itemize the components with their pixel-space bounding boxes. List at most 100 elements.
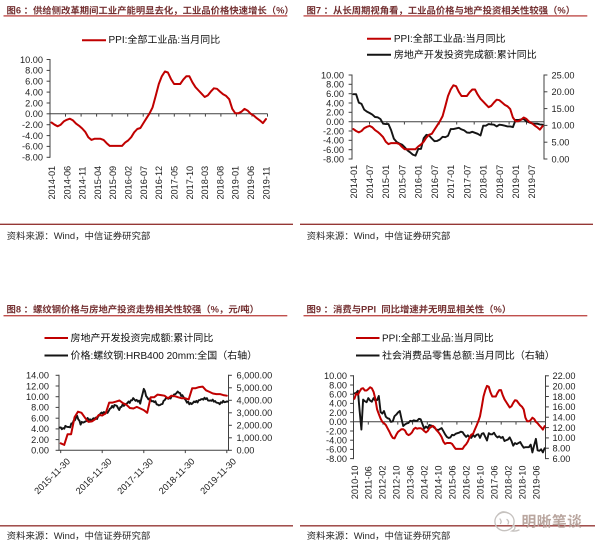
svg-text::: :: [451, 333, 454, 344]
svg-text:%: %: [276, 6, 285, 16]
svg-text:8: 8: [16, 305, 21, 315]
svg-text:2019-01: 2019-01: [511, 165, 521, 199]
svg-text:6.00: 6.00: [553, 454, 571, 464]
svg-text:%: %: [557, 6, 566, 16]
svg-text:PPI:: PPI:: [382, 333, 401, 344]
svg-text:2019-07: 2019-07: [527, 165, 537, 199]
svg-text:2014-01: 2014-01: [47, 166, 57, 200]
svg-text:2014-06: 2014-06: [62, 166, 72, 200]
svg-text:2016-07: 2016-07: [430, 165, 440, 199]
svg-text:0.00: 0.00: [31, 446, 49, 456]
svg-text:6,000.00: 6,000.00: [237, 371, 273, 381]
svg-text:10.00: 10.00: [26, 392, 49, 402]
svg-text:10.00: 10.00: [553, 433, 576, 443]
svg-text:2.00: 2.00: [25, 98, 43, 108]
svg-text:2014-01: 2014-01: [349, 165, 359, 199]
svg-text:2.00: 2.00: [31, 435, 49, 445]
svg-text:2014-11: 2014-11: [78, 167, 88, 200]
svg-text:-6.00: -6.00: [326, 445, 347, 455]
svg-text:2017-10: 2017-10: [185, 166, 195, 200]
svg-text:4.00: 4.00: [31, 424, 49, 434]
svg-text:0.00: 0.00: [237, 446, 255, 456]
svg-text:14.00: 14.00: [553, 413, 576, 423]
svg-text:10.00: 10.00: [20, 55, 43, 65]
svg-text:10.00: 10.00: [321, 70, 344, 80]
svg-text:2014-07: 2014-07: [365, 165, 375, 199]
svg-text:6.00: 6.00: [326, 89, 344, 99]
svg-text:5.00: 5.00: [552, 138, 570, 148]
svg-text:2017-06: 2017-06: [489, 466, 499, 500]
svg-text:2019-06: 2019-06: [246, 166, 256, 200]
svg-text:15.00: 15.00: [552, 104, 575, 114]
svg-text:0.00: 0.00: [552, 154, 570, 164]
svg-text:4,000.00: 4,000.00: [237, 396, 273, 406]
svg-text:2010-10: 2010-10: [350, 466, 360, 500]
svg-text:2016-02: 2016-02: [124, 166, 134, 200]
svg-text:2019-11: 2019-11: [261, 167, 271, 200]
svg-text:0.00: 0.00: [25, 109, 43, 119]
svg-text:6.00: 6.00: [329, 390, 347, 400]
svg-text:4.00: 4.00: [25, 87, 43, 97]
svg-text:2015-09: 2015-09: [108, 166, 118, 200]
svg-text:2018-08: 2018-08: [215, 166, 225, 200]
svg-text:9: 9: [316, 305, 321, 315]
svg-text:2013-06: 2013-06: [406, 466, 416, 500]
svg-text:2017-05: 2017-05: [169, 166, 179, 200]
svg-text:2014-10: 2014-10: [434, 466, 444, 500]
svg-text:6: 6: [16, 6, 21, 16]
svg-text:0.00: 0.00: [326, 117, 344, 127]
svg-text:2016-02: 2016-02: [461, 466, 471, 500]
svg-text:10.00: 10.00: [552, 121, 575, 131]
svg-text:%: %: [211, 305, 220, 315]
svg-text:4.00: 4.00: [326, 98, 344, 108]
svg-text:-4.00: -4.00: [323, 136, 344, 146]
svg-text:2015-01: 2015-01: [381, 165, 391, 199]
svg-text:-4.00: -4.00: [326, 436, 347, 446]
svg-text:2012-02: 2012-02: [378, 466, 388, 500]
svg-text::: :: [91, 351, 94, 362]
svg-text:0.00: 0.00: [329, 417, 347, 427]
svg-text:2.00: 2.00: [329, 408, 347, 418]
svg-text:8.00: 8.00: [553, 444, 571, 454]
svg-text:2011-06: 2011-06: [364, 466, 374, 499]
svg-text:4.00: 4.00: [329, 399, 347, 409]
svg-text::: :: [177, 35, 180, 46]
svg-text:2016-01: 2016-01: [414, 165, 424, 199]
svg-text:2016-12: 2016-12: [154, 166, 164, 200]
svg-text:2012-10: 2012-10: [392, 466, 402, 500]
svg-text:%: %: [494, 305, 503, 315]
svg-text:3,000.00: 3,000.00: [237, 408, 273, 418]
svg-text:2019-06: 2019-06: [531, 466, 541, 500]
svg-text:2015-04: 2015-04: [93, 166, 103, 200]
svg-text:-2.00: -2.00: [22, 120, 43, 130]
svg-text:18.00: 18.00: [553, 392, 576, 402]
svg-text:1,000.00: 1,000.00: [237, 433, 273, 443]
svg-text:5,000.00: 5,000.00: [237, 383, 273, 393]
svg-text::HRB400 20mm:: :HRB400 20mm:: [123, 351, 197, 362]
svg-text:Wind: Wind: [354, 230, 375, 241]
svg-text:2016-07: 2016-07: [139, 166, 149, 200]
svg-text:2018-07: 2018-07: [495, 165, 505, 199]
svg-text:2014-02: 2014-02: [420, 466, 430, 500]
svg-text:20.00: 20.00: [552, 87, 575, 97]
svg-text:2019-01: 2019-01: [231, 166, 241, 200]
svg-text:Wind: Wind: [54, 530, 75, 541]
svg-text::: :: [494, 50, 497, 61]
svg-text:2018-01: 2018-01: [479, 165, 489, 199]
svg-text:-4.00: -4.00: [22, 131, 43, 141]
svg-text::: :: [463, 34, 466, 45]
svg-text:-6.00: -6.00: [22, 142, 43, 152]
svg-text::: :: [472, 351, 475, 362]
svg-text:2016-10: 2016-10: [475, 466, 485, 500]
svg-text:PPI:: PPI:: [394, 34, 413, 45]
svg-text:8.00: 8.00: [31, 403, 49, 413]
svg-text:-8.00: -8.00: [323, 154, 344, 164]
svg-text:8.00: 8.00: [326, 80, 344, 90]
svg-text:14.00: 14.00: [26, 371, 49, 381]
svg-text:2018-10: 2018-10: [517, 466, 527, 500]
svg-text:12.00: 12.00: [26, 381, 49, 391]
svg-text:2.00: 2.00: [326, 108, 344, 118]
svg-text:2017-07: 2017-07: [462, 165, 472, 199]
svg-text:2015-06: 2015-06: [448, 466, 458, 500]
svg-text:2017-01: 2017-01: [446, 165, 456, 199]
